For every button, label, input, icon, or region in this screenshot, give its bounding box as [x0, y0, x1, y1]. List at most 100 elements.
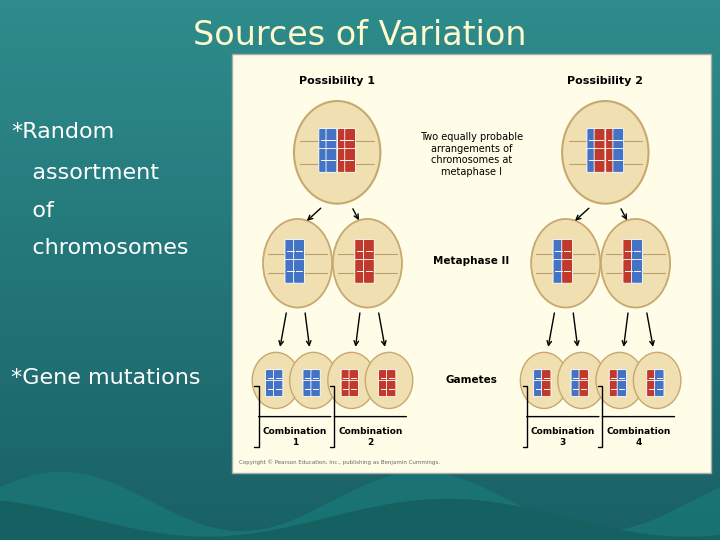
Bar: [0, 333, 720, 342]
FancyBboxPatch shape: [294, 260, 305, 283]
Bar: [0, 423, 720, 432]
FancyBboxPatch shape: [345, 129, 356, 152]
Bar: [0, 414, 720, 423]
Bar: [0, 288, 720, 297]
Bar: [0, 216, 720, 225]
Bar: [0, 297, 720, 306]
Bar: [0, 378, 720, 387]
Bar: [0, 270, 720, 279]
FancyBboxPatch shape: [341, 380, 351, 396]
FancyBboxPatch shape: [303, 369, 312, 386]
Text: chromosomes: chromosomes: [11, 238, 189, 259]
Bar: [0, 0, 720, 9]
Ellipse shape: [601, 219, 670, 308]
Bar: [0, 18, 720, 27]
Bar: [0, 468, 720, 477]
Bar: [0, 504, 720, 513]
Bar: [0, 351, 720, 360]
Bar: [0, 144, 720, 153]
Bar: [0, 459, 720, 468]
Bar: [0, 405, 720, 414]
Ellipse shape: [328, 353, 375, 408]
Ellipse shape: [263, 219, 332, 308]
Bar: [0, 522, 720, 531]
FancyBboxPatch shape: [562, 260, 572, 283]
Ellipse shape: [289, 353, 337, 408]
FancyBboxPatch shape: [379, 380, 388, 396]
FancyBboxPatch shape: [553, 260, 564, 283]
FancyBboxPatch shape: [266, 369, 275, 386]
FancyBboxPatch shape: [606, 129, 616, 152]
Bar: [0, 342, 720, 351]
Bar: [0, 189, 720, 198]
FancyBboxPatch shape: [562, 240, 572, 263]
FancyBboxPatch shape: [274, 369, 283, 386]
Bar: [0, 315, 720, 324]
Bar: [0, 495, 720, 504]
FancyBboxPatch shape: [654, 369, 664, 386]
FancyBboxPatch shape: [364, 240, 374, 263]
FancyBboxPatch shape: [617, 380, 626, 396]
Ellipse shape: [634, 353, 681, 408]
FancyBboxPatch shape: [617, 369, 626, 386]
FancyBboxPatch shape: [349, 369, 359, 386]
Bar: [0, 225, 720, 234]
Bar: [0, 108, 720, 117]
Bar: [0, 45, 720, 54]
Ellipse shape: [596, 353, 644, 408]
FancyBboxPatch shape: [579, 380, 588, 396]
FancyBboxPatch shape: [232, 54, 711, 472]
Bar: [0, 198, 720, 207]
FancyBboxPatch shape: [349, 380, 359, 396]
FancyBboxPatch shape: [541, 369, 551, 386]
FancyBboxPatch shape: [534, 380, 543, 396]
FancyBboxPatch shape: [355, 260, 366, 283]
Bar: [0, 243, 720, 252]
Ellipse shape: [252, 353, 300, 408]
Ellipse shape: [294, 101, 380, 204]
Bar: [0, 477, 720, 486]
FancyBboxPatch shape: [285, 240, 296, 263]
FancyBboxPatch shape: [623, 240, 634, 263]
FancyBboxPatch shape: [594, 129, 605, 152]
Text: Possibility 1: Possibility 1: [300, 76, 375, 86]
Bar: [0, 90, 720, 99]
Bar: [0, 207, 720, 216]
Bar: [0, 180, 720, 189]
FancyBboxPatch shape: [379, 369, 388, 386]
Text: assortment: assortment: [11, 163, 159, 183]
Text: Combination
4: Combination 4: [606, 428, 670, 447]
FancyBboxPatch shape: [294, 240, 305, 263]
FancyBboxPatch shape: [654, 380, 664, 396]
Text: of: of: [11, 200, 54, 221]
FancyBboxPatch shape: [579, 369, 588, 386]
Bar: [0, 360, 720, 369]
FancyBboxPatch shape: [613, 148, 624, 172]
Bar: [0, 135, 720, 144]
Ellipse shape: [531, 219, 600, 308]
Ellipse shape: [558, 353, 606, 408]
Bar: [0, 234, 720, 243]
Bar: [0, 153, 720, 162]
Bar: [0, 441, 720, 450]
FancyBboxPatch shape: [613, 129, 624, 152]
Text: Combination
2: Combination 2: [338, 428, 402, 447]
Bar: [0, 387, 720, 396]
FancyBboxPatch shape: [609, 380, 618, 396]
Bar: [0, 369, 720, 378]
FancyBboxPatch shape: [606, 148, 616, 172]
Text: Sources of Variation: Sources of Variation: [193, 18, 527, 52]
FancyBboxPatch shape: [553, 240, 564, 263]
FancyBboxPatch shape: [326, 148, 337, 172]
Ellipse shape: [365, 353, 413, 408]
FancyBboxPatch shape: [631, 260, 642, 283]
Text: Possibility 2: Possibility 2: [567, 76, 643, 86]
FancyBboxPatch shape: [534, 369, 543, 386]
Bar: [0, 450, 720, 459]
FancyBboxPatch shape: [319, 148, 330, 172]
FancyBboxPatch shape: [587, 129, 598, 152]
FancyBboxPatch shape: [387, 369, 396, 386]
Bar: [0, 279, 720, 288]
FancyBboxPatch shape: [345, 148, 356, 172]
Ellipse shape: [333, 219, 402, 308]
